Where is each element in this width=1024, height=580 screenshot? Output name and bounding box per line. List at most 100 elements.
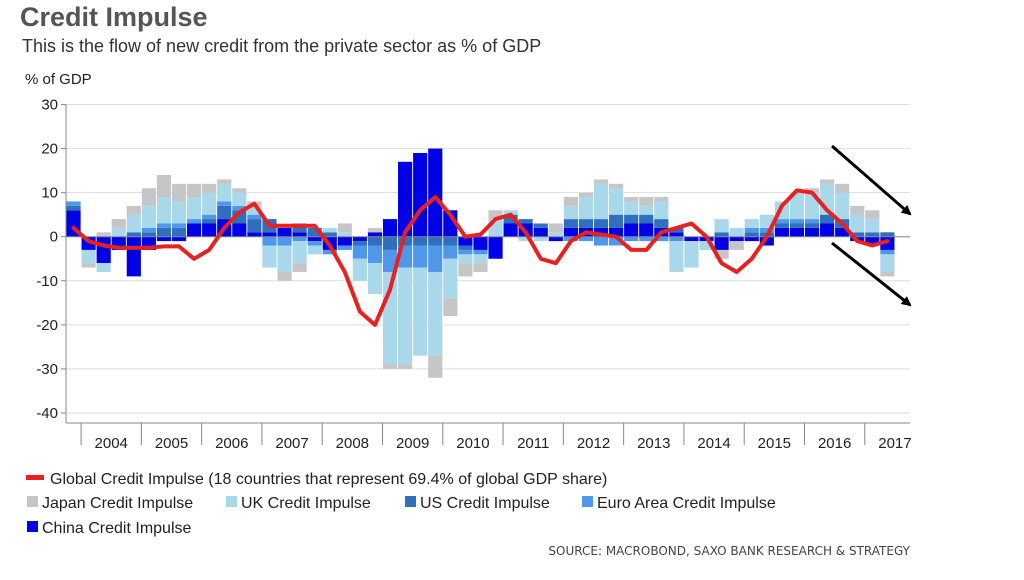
- bar-us: [533, 223, 548, 228]
- bar-japan: [81, 263, 96, 268]
- bar-us: [880, 232, 895, 237]
- bar-uk: [669, 241, 684, 272]
- bar-japan: [111, 219, 126, 228]
- bar-china: [352, 236, 367, 242]
- bar-japan: [382, 364, 398, 369]
- bar-us: [428, 236, 443, 246]
- bar-uk: [473, 254, 488, 264]
- bar-china: [593, 227, 609, 237]
- bar-china: [202, 223, 217, 237]
- bar-uk: [141, 205, 156, 228]
- bar-euro: [202, 214, 217, 220]
- bar-uk: [292, 241, 307, 264]
- bar-china: [171, 236, 187, 242]
- legend-swatch-uk: [226, 496, 237, 507]
- bar-uk: [548, 232, 563, 237]
- bar-japan: [488, 210, 503, 220]
- bar-uk: [217, 183, 232, 202]
- bar-euro: [382, 249, 398, 272]
- bar-euro: [262, 236, 277, 246]
- x-tick-label: 2013: [637, 435, 670, 452]
- bar-uk: [744, 219, 759, 228]
- bar-euro: [744, 227, 759, 233]
- bar-us: [171, 227, 187, 237]
- y-tick-label: -30: [36, 361, 58, 378]
- legend-swatch-global: [26, 475, 44, 480]
- chart-subtitle: This is the flow of new credit from the …: [22, 36, 541, 56]
- bar-japan: [563, 197, 578, 206]
- bar-china: [156, 236, 172, 242]
- x-tick-label: 2014: [697, 435, 730, 452]
- bar-euro: [141, 227, 156, 233]
- bar-uk: [156, 197, 172, 224]
- bar-china: [292, 232, 307, 237]
- legend-swatch-japan: [27, 496, 38, 507]
- bar-china: [548, 236, 563, 242]
- bar-euro: [352, 245, 367, 259]
- legend-label-japan: Japan Credit Impulse: [42, 495, 193, 512]
- bar-uk: [850, 214, 865, 233]
- bar-euro: [804, 219, 820, 224]
- bar-china: [262, 232, 277, 237]
- bar-us: [503, 214, 518, 224]
- bar-japan: [141, 188, 156, 206]
- bar-japan: [473, 263, 488, 272]
- bar-china: [563, 227, 578, 237]
- bar-uk: [443, 258, 458, 299]
- bar-us: [714, 232, 729, 237]
- bar-euro: [187, 219, 202, 224]
- y-axis-ticks: 30 20 10 0 -10 -20 -30 -40: [36, 97, 66, 422]
- bar-euro: [639, 236, 654, 242]
- bar-uk: [96, 263, 111, 272]
- bar-uk: [307, 245, 322, 255]
- bar-euro: [232, 205, 247, 211]
- bar-china: [337, 236, 352, 246]
- bar-us: [774, 223, 789, 228]
- bar-japan: [443, 298, 458, 317]
- bar-japan: [804, 188, 820, 193]
- x-tick-label: 2017: [878, 435, 911, 452]
- legend: Global Credit Impulse (18 countries that…: [26, 471, 776, 537]
- legend-swatch-us: [405, 496, 416, 507]
- source-note: SOURCE: MACROBOND, SAXO BANK RESEARCH & …: [548, 544, 910, 558]
- bar-china: [503, 223, 518, 237]
- bar-us: [382, 236, 398, 250]
- bar-euro: [277, 236, 292, 246]
- bar-euro: [880, 249, 895, 255]
- bar-china: [820, 223, 835, 237]
- y-tick-label: -40: [36, 405, 58, 422]
- bar-uk: [413, 267, 428, 356]
- legend-swatch-china: [27, 521, 38, 532]
- bar-japan: [654, 197, 669, 202]
- bar-uk: [684, 241, 699, 268]
- bar-japan: [850, 205, 865, 215]
- bar-us: [443, 236, 458, 246]
- bar-euro: [759, 227, 774, 233]
- bar-china: [774, 227, 789, 237]
- bar-us: [217, 205, 232, 220]
- bar-us: [639, 214, 654, 224]
- bar-uk: [126, 214, 141, 233]
- bar-japan: [548, 223, 563, 233]
- bar-uk: [337, 232, 352, 237]
- bar-us: [292, 223, 307, 233]
- bar-us: [578, 219, 594, 228]
- bar-euro: [593, 236, 609, 246]
- bar-japan: [578, 192, 594, 198]
- bar-china: [609, 227, 624, 237]
- bar-china: [880, 236, 895, 250]
- bar-euro: [367, 245, 383, 264]
- bar-china: [684, 236, 699, 242]
- bar-japan: [624, 197, 639, 202]
- bar-euro: [578, 236, 594, 242]
- bar-china: [729, 236, 744, 242]
- bar-uk: [187, 197, 202, 220]
- bar-us: [820, 214, 835, 224]
- y-tick-label: 30: [41, 97, 58, 114]
- bar-euro: [337, 245, 352, 250]
- bar-japan: [639, 197, 654, 206]
- bar-china: [187, 223, 202, 237]
- bar-china: [624, 223, 639, 237]
- bar-japan: [217, 179, 232, 184]
